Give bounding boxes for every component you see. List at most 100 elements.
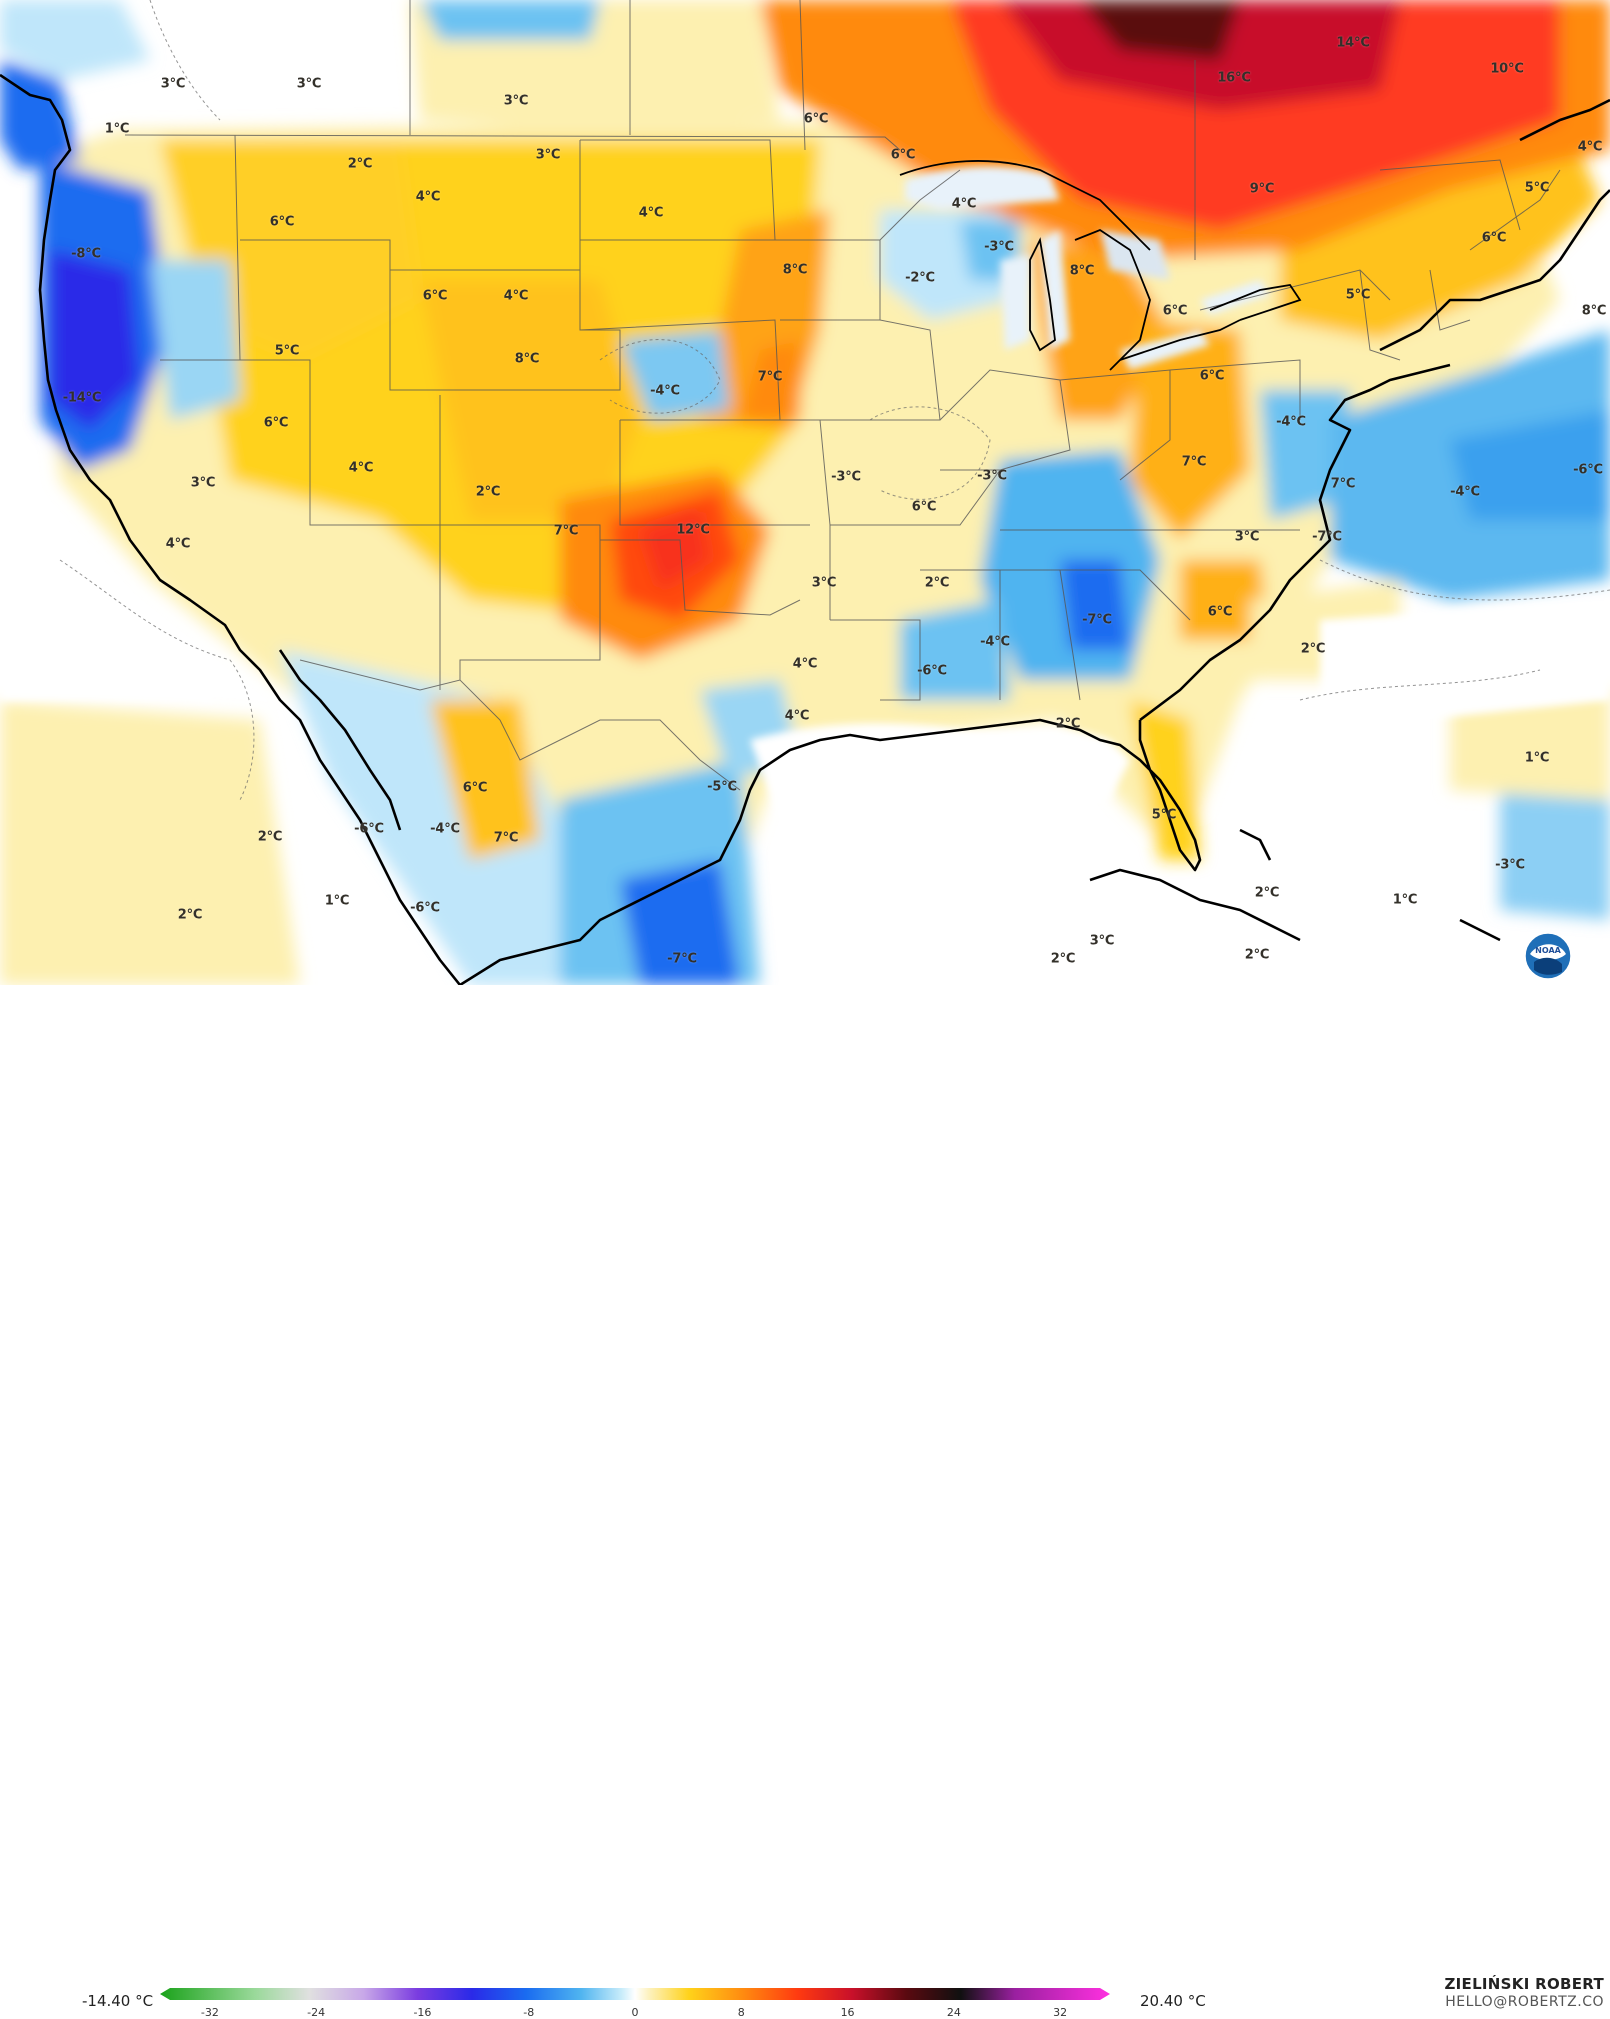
temperature-label: -4°C [430, 821, 460, 837]
temperature-label: 7°C [1181, 454, 1207, 470]
coastlines [0, 73, 1610, 985]
temperature-label: 6°C [1199, 368, 1225, 384]
temperature-label: 4°C [784, 708, 810, 724]
temperature-label: 5°C [1524, 180, 1550, 196]
temperature-label: 5°C [1151, 807, 1177, 823]
temperature-label: 2°C [257, 829, 283, 845]
temperature-label: -3°C [984, 239, 1014, 255]
footer: -14.40 °C -32 -24 -16 -8 0 8 16 24 32 20.40 °C Z… [0, 985, 1610, 2019]
temperature-label: 6°C [803, 111, 829, 127]
temperature-label: 8°C [782, 262, 808, 278]
colorbar-min-label: -14.40 °C [82, 1992, 154, 2010]
temperature-label: -8°C [71, 246, 101, 262]
temperature-label: 16°C [1217, 70, 1251, 86]
temperature-label: -2°C [905, 270, 935, 286]
temperature-label: 6°C [1481, 230, 1507, 246]
temperature-label: 14°C [1336, 35, 1370, 51]
temperature-label: -6°C [354, 821, 384, 837]
credit-email: HELLO@ROBERTZ.CO [1445, 1994, 1604, 2010]
colorbar [160, 1988, 1110, 2000]
temperature-label: 6°C [911, 499, 937, 515]
temperature-label: 6°C [422, 288, 448, 304]
temperature-label: 9°C [1249, 181, 1275, 197]
temperature-label: 4°C [638, 205, 664, 221]
great-lakes-outline [899, 160, 1302, 371]
temperature-label: -4°C [1276, 414, 1306, 430]
colorbar-tick-label: -32 [200, 2006, 219, 2019]
temperature-label: 8°C [1069, 263, 1095, 279]
temperature-label: 1°C [104, 121, 130, 137]
colorbar-tick-label: -16 [413, 2006, 432, 2019]
temperature-label: -7°C [1312, 529, 1342, 545]
colorbar-tick-label: 24 [946, 2006, 961, 2019]
temperature-label: 4°C [415, 189, 441, 205]
temperature-label: -5°C [707, 779, 737, 795]
temperature-label: -14°C [62, 390, 102, 406]
temperature-label: 4°C [792, 656, 818, 672]
temperature-label: 10°C [1490, 61, 1524, 77]
temperature-label: 6°C [1162, 303, 1188, 319]
colorbar-tick-label: 0 [631, 2006, 639, 2019]
temperature-anomaly-map: 3°C 3°C 3°C 1°C 2°C 3°C 4°C 4°C 6°C -8°C 6°C 4°C 8°C… [0, 0, 1610, 985]
temperature-label: 2°C [475, 484, 501, 500]
temperature-label: 4°C [165, 536, 191, 552]
temperature-label: 6°C [269, 214, 295, 230]
temperature-label: -3°C [1495, 857, 1525, 873]
temperature-label: 5°C [274, 343, 300, 359]
zero-contours [59, 0, 1610, 801]
noaa-logo-icon: NOAA [1524, 932, 1572, 980]
temperature-label: 6°C [263, 415, 289, 431]
temperature-label: 3°C [160, 76, 186, 92]
temperature-label: 2°C [1050, 951, 1076, 967]
temperature-label: 3°C [296, 76, 322, 92]
temperature-label: -6°C [917, 663, 947, 679]
temperature-label: -4°C [1450, 484, 1480, 500]
temperature-label: -4°C [650, 383, 680, 399]
temperature-label: 3°C [503, 93, 529, 109]
temperature-label: -4°C [980, 634, 1010, 650]
temperature-label: 6°C [890, 147, 916, 163]
temperature-label: -6°C [1573, 462, 1603, 478]
temperature-label: 2°C [1244, 947, 1270, 963]
colorbar-tick-label: 32 [1053, 2006, 1068, 2019]
temperature-label: 4°C [951, 196, 977, 212]
temperature-label: 1°C [324, 893, 350, 909]
temperature-label: -7°C [1082, 612, 1112, 628]
temperature-label: 7°C [553, 523, 579, 539]
temperature-label: 4°C [503, 288, 529, 304]
temperature-label: 3°C [1234, 529, 1260, 545]
temperature-label: 4°C [348, 460, 374, 476]
temperature-label: 6°C [462, 780, 488, 796]
colorbar-tick-label: -8 [523, 2006, 535, 2019]
temperature-label: 2°C [1300, 641, 1326, 657]
temperature-label: 3°C [1089, 933, 1115, 949]
temperature-label: 2°C [1055, 716, 1081, 732]
credit-name: ZIELIŃSKI ROBERT [1444, 1975, 1604, 1993]
temperature-label: 12°C [676, 522, 710, 538]
colorbar-max-label: 20.40 °C [1140, 1992, 1206, 2010]
temperature-label: 2°C [1254, 885, 1280, 901]
temperature-label: 4°C [1577, 139, 1603, 155]
temperature-label: 2°C [347, 156, 373, 172]
temperature-label: 1°C [1392, 892, 1418, 908]
temperature-label: 7°C [1330, 476, 1356, 492]
temperature-label: 5°C [1345, 287, 1371, 303]
temperature-label: 7°C [493, 830, 519, 846]
temperature-label: 8°C [1581, 303, 1607, 319]
temperature-label: 3°C [535, 147, 561, 163]
temperature-label: 7°C [757, 369, 783, 385]
colorbar-tick-label: 8 [737, 2006, 745, 2019]
temperature-label: 2°C [924, 575, 950, 591]
colorbar-tick-label: -24 [307, 2006, 326, 2019]
colorbar-tick-label: 16 [840, 2006, 855, 2019]
temperature-label: 1°C [1524, 750, 1550, 766]
noaa-logo-text: NOAA [1535, 946, 1561, 955]
temperature-label: -7°C [667, 951, 697, 967]
temperature-label: -3°C [977, 468, 1007, 484]
temperature-label: 2°C [177, 907, 203, 923]
temperature-label: 3°C [190, 475, 216, 491]
temperature-label: -3°C [831, 469, 861, 485]
map-fill-layer [0, 0, 1610, 985]
temperature-label: -6°C [410, 900, 440, 916]
temperature-label: 6°C [1207, 604, 1233, 620]
